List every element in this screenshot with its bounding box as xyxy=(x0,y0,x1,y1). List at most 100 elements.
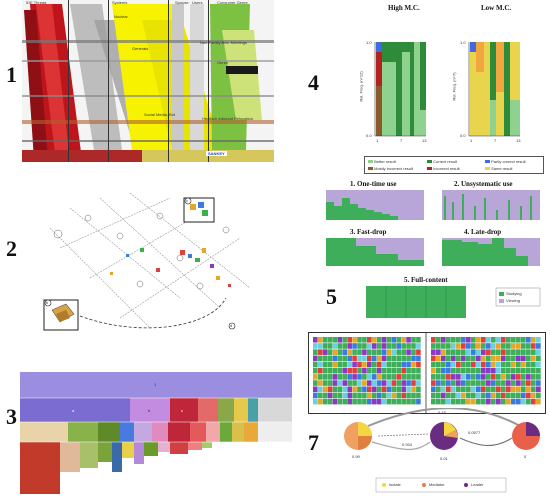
sequence-cell xyxy=(332,337,338,343)
sequence-cell xyxy=(367,343,372,349)
sequence-cell xyxy=(317,386,323,393)
sequence-cell xyxy=(376,337,382,343)
sequence-cell xyxy=(481,392,486,399)
sequence-cell xyxy=(313,355,318,362)
icicle-label: a xyxy=(72,408,75,413)
sequence-cell xyxy=(406,398,411,405)
sequence-cell xyxy=(332,343,338,349)
sequence-cell xyxy=(322,343,328,349)
sequence-cell xyxy=(526,367,531,374)
sequence-cell xyxy=(436,386,441,393)
spatial-svg xyxy=(43,192,251,331)
sequence-cell xyxy=(436,337,441,343)
sequence-cell xyxy=(406,380,411,386)
sequence-cell xyxy=(337,386,343,393)
panel-2-spatial-diagram: d b c xyxy=(30,188,270,338)
sequence-cell xyxy=(386,374,392,380)
sankey-node-label: Genre xyxy=(217,60,229,65)
sequence-cell xyxy=(431,374,436,380)
sequence-cell xyxy=(491,374,496,380)
sequence-cell xyxy=(406,349,411,355)
sequence-cell xyxy=(357,386,362,393)
sequence-cell xyxy=(362,367,367,374)
sequence-cell xyxy=(451,386,456,393)
sequence-cell xyxy=(431,380,436,386)
sequence-cell xyxy=(476,337,481,343)
sequence-cell xyxy=(347,380,352,386)
sequence-cell xyxy=(376,343,382,349)
legend-item: Mostly incorrect result xyxy=(368,166,413,171)
sequence-cell xyxy=(367,398,372,405)
sequence-cell xyxy=(471,355,476,362)
node-value: 0.99 xyxy=(352,454,360,459)
sequence-cell xyxy=(381,355,387,362)
sequence-cell xyxy=(456,398,461,405)
sequence-cell xyxy=(471,337,476,343)
sequence-cell xyxy=(342,343,348,349)
sequence-cell xyxy=(391,392,397,399)
sequence-cell xyxy=(456,386,461,393)
sequence-cell xyxy=(446,367,451,374)
sequence-cell xyxy=(347,355,352,362)
sequence-cell xyxy=(386,361,392,368)
sequence-cell xyxy=(411,367,416,374)
sequence-cell xyxy=(396,343,402,349)
sequence-cell xyxy=(516,380,521,386)
sequence-cell xyxy=(466,380,471,386)
sequence-cell xyxy=(352,374,357,380)
sequence-cell xyxy=(411,343,416,349)
sequence-cell xyxy=(416,380,421,386)
sequence-cell xyxy=(406,355,411,362)
sequence-cell xyxy=(476,361,481,368)
sequence-cell xyxy=(347,374,352,380)
sequence-cell xyxy=(357,398,362,405)
sequence-cell xyxy=(332,374,338,380)
sequence-cell xyxy=(401,361,406,368)
sequence-cell xyxy=(441,343,446,349)
sankey-header: Systems xyxy=(112,0,128,5)
sequence-cell xyxy=(451,374,456,380)
legend-leader: Leader xyxy=(471,482,484,487)
sequence-cell xyxy=(317,380,323,386)
sequence-svg xyxy=(313,333,541,413)
sequence-cell xyxy=(436,374,441,380)
sequence-cell xyxy=(376,374,382,380)
sequence-cell xyxy=(441,337,446,343)
sequence-cell xyxy=(322,367,328,374)
sequence-cell xyxy=(416,355,421,362)
sequence-cell xyxy=(411,380,416,386)
sequence-cell xyxy=(362,349,367,355)
icicle-label: c xyxy=(181,408,183,413)
sequence-cell xyxy=(391,374,397,380)
sequence-cell xyxy=(362,374,367,380)
icicle-root-label: 1 xyxy=(154,382,157,387)
sequence-cell xyxy=(332,355,338,362)
sequence-cell xyxy=(466,386,471,393)
sequence-cell xyxy=(332,386,338,393)
sequence-cell xyxy=(521,386,526,393)
sequence-cell xyxy=(317,349,323,355)
sequence-cell xyxy=(371,367,377,374)
sequence-cell xyxy=(456,343,461,349)
sequence-cell xyxy=(313,392,318,399)
sequence-cell xyxy=(342,367,348,374)
sequence-cell xyxy=(386,392,392,399)
sequence-cell xyxy=(536,355,541,362)
sequence-cell xyxy=(471,386,476,393)
sequence-cell xyxy=(486,361,491,368)
sequence-cell xyxy=(456,374,461,380)
sequence-cell xyxy=(322,337,328,343)
legend-isolate: Isolate xyxy=(389,482,401,487)
sequence-cell xyxy=(371,374,377,380)
x-tick: 13 xyxy=(422,138,427,143)
sequence-cell xyxy=(362,398,367,405)
sequence-cell xyxy=(496,361,501,368)
sequence-cell xyxy=(391,337,397,343)
sequence-cell xyxy=(327,392,333,399)
sequence-cell xyxy=(481,349,486,355)
sequence-cell xyxy=(446,337,451,343)
sequence-cell xyxy=(451,349,456,355)
sequence-cell xyxy=(332,367,338,374)
sequence-cell xyxy=(456,380,461,386)
legend-item: Incorrect result xyxy=(427,166,460,171)
